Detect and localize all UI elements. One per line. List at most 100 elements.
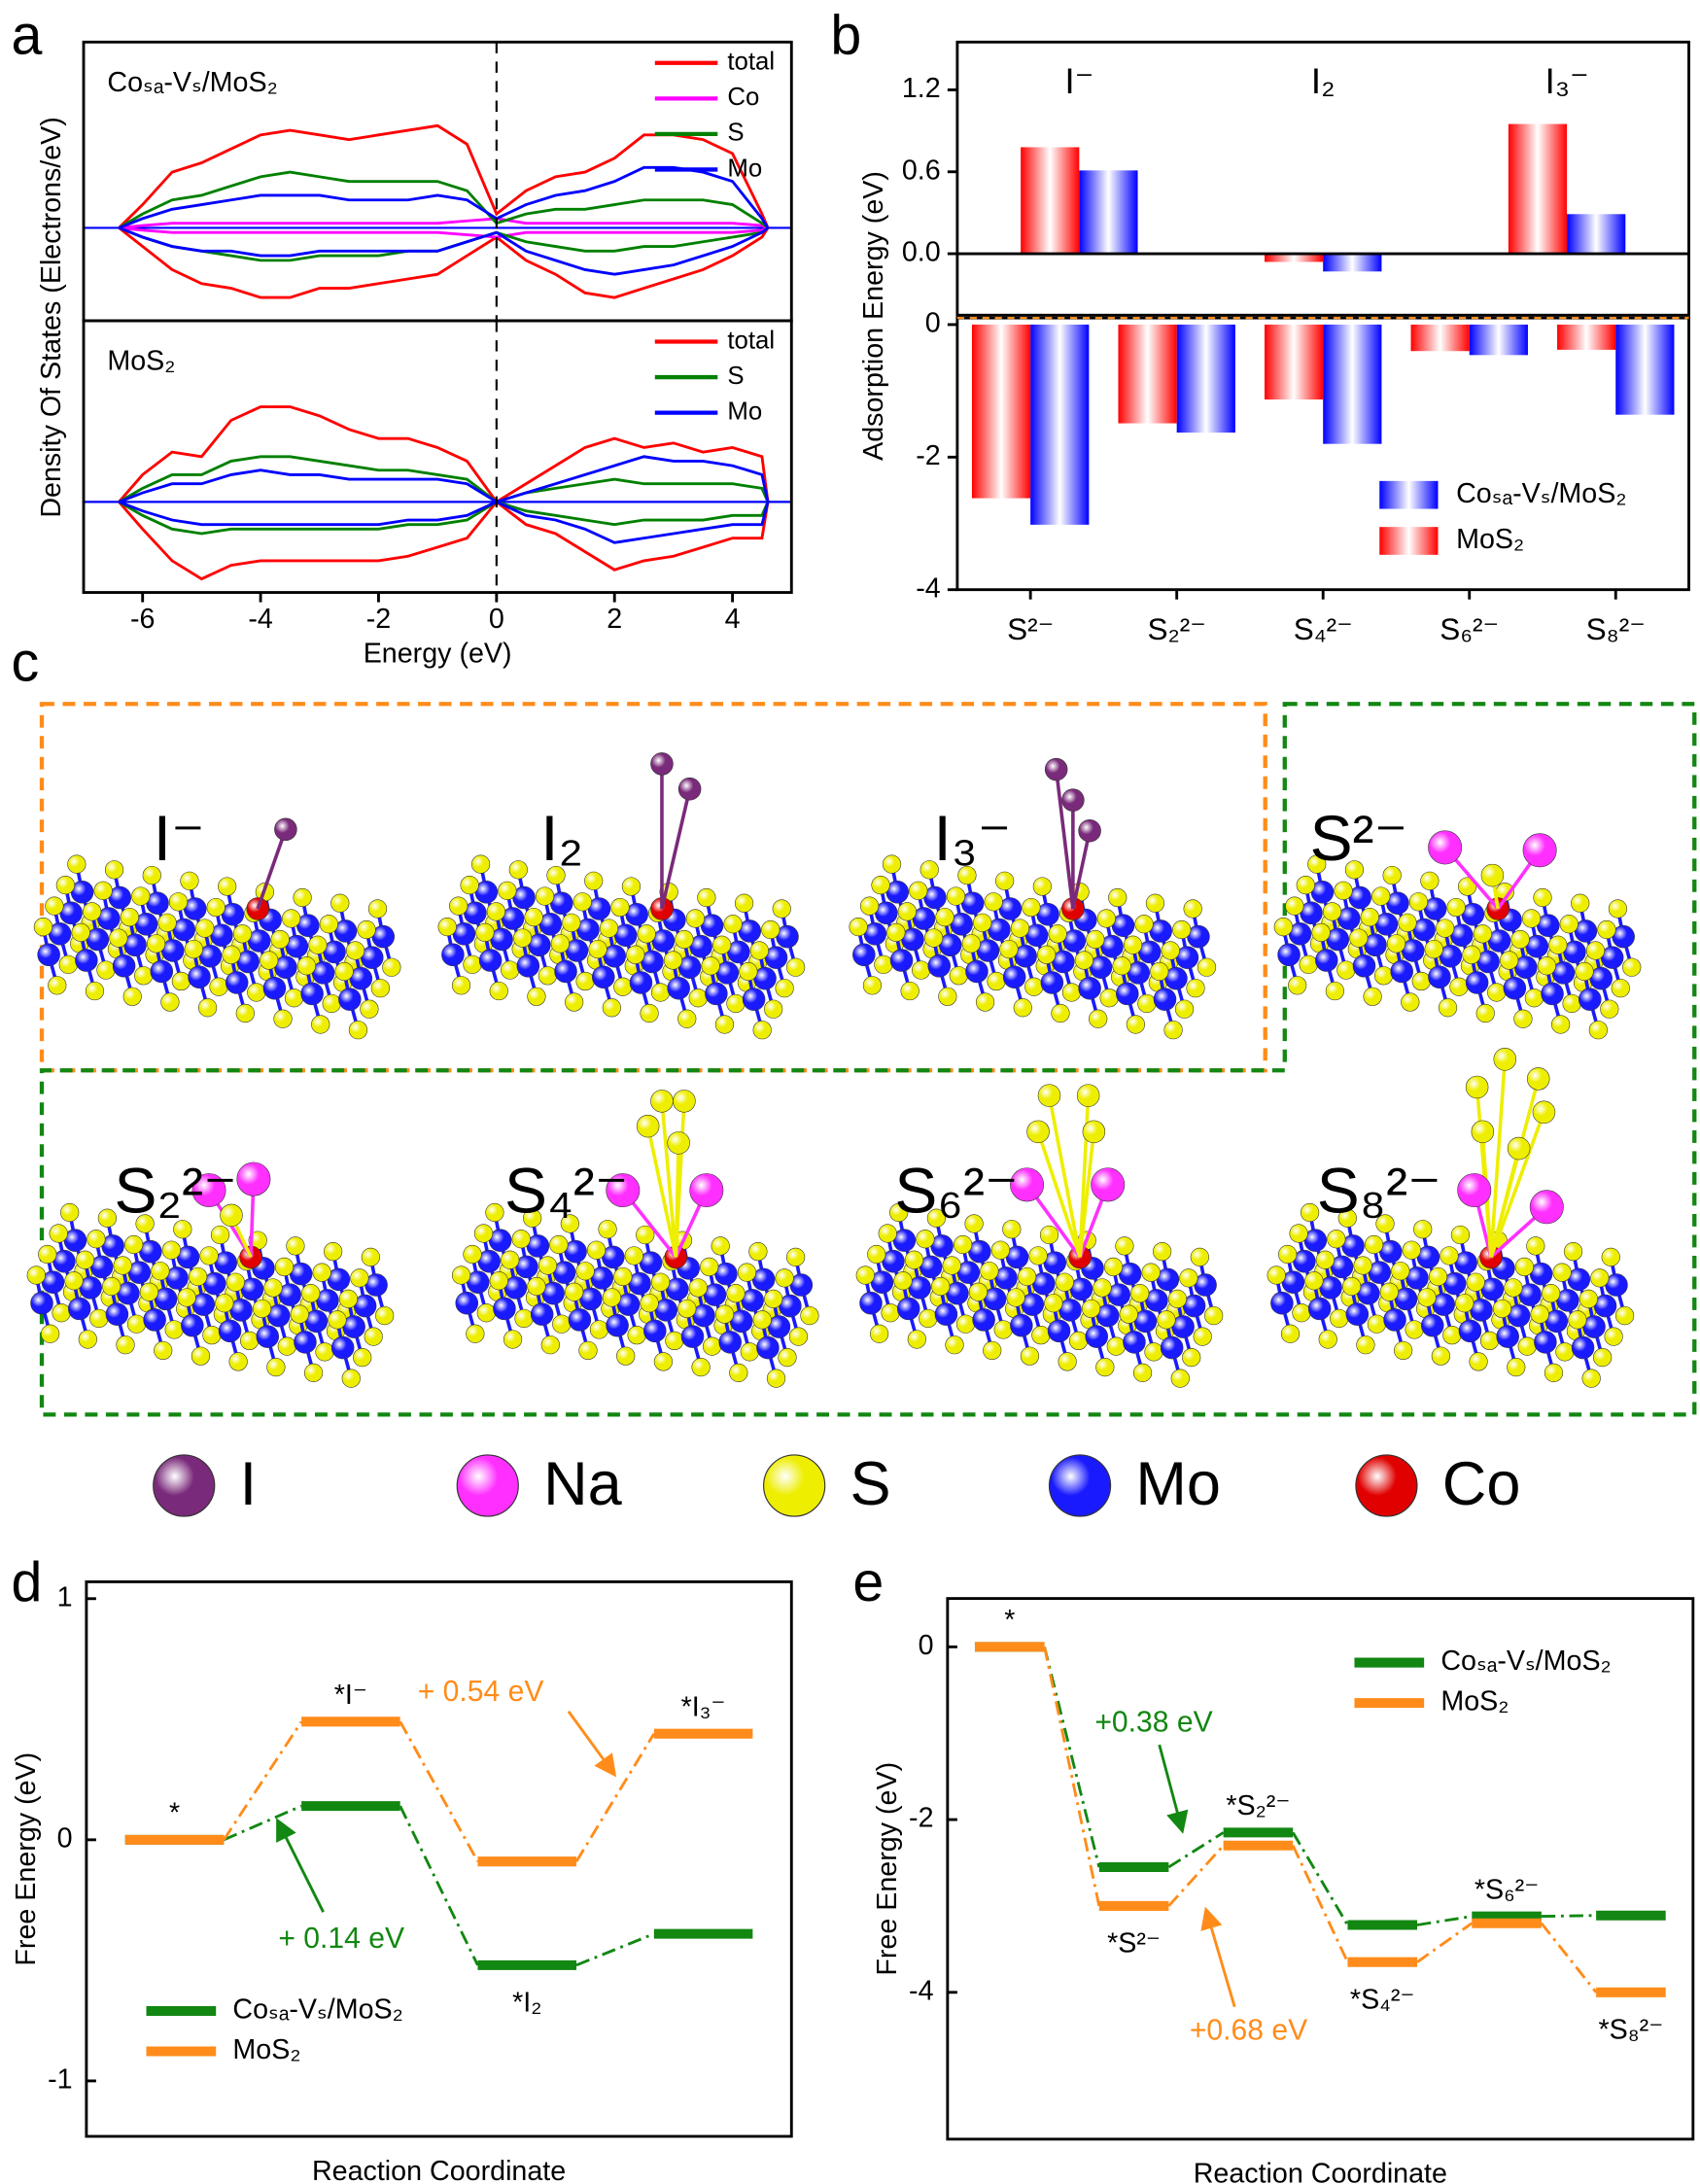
legend-label: MoS₂	[232, 2034, 300, 2065]
atom	[364, 1327, 383, 1346]
atom	[296, 956, 316, 976]
atom	[552, 1314, 572, 1334]
atom	[1517, 1336, 1537, 1356]
atom	[210, 1225, 230, 1245]
atom	[293, 887, 312, 908]
category-label: I⁻	[1064, 60, 1093, 101]
bar	[1323, 324, 1382, 444]
atom	[650, 983, 671, 1002]
atom	[1119, 1304, 1138, 1324]
bar	[1264, 254, 1324, 262]
atom	[549, 1234, 569, 1255]
atom	[240, 1331, 260, 1351]
atom	[591, 965, 615, 988]
atom	[1163, 1021, 1183, 1040]
atom	[1061, 983, 1082, 1002]
legend-label: I	[240, 1450, 258, 1518]
atom	[1465, 971, 1489, 994]
atom	[1526, 1236, 1545, 1256]
atom	[209, 977, 228, 996]
atom	[1417, 1288, 1437, 1307]
atom	[1568, 1310, 1587, 1330]
atom	[181, 1313, 204, 1337]
atom	[889, 949, 914, 972]
atom	[1141, 1263, 1161, 1282]
atom	[1363, 987, 1382, 1006]
atom	[350, 1268, 369, 1288]
atom	[460, 876, 479, 895]
bond	[1474, 1087, 1493, 1258]
structure-label: S₄²⁻	[504, 1155, 629, 1227]
y-axis-label: Density Of States (Electrons/eV)	[36, 117, 67, 517]
atom	[849, 918, 868, 937]
atom	[1058, 1352, 1077, 1371]
atom	[1296, 876, 1315, 895]
atom	[1457, 877, 1477, 896]
atom	[177, 1288, 196, 1307]
atom	[1428, 965, 1451, 988]
atom	[1078, 818, 1101, 843]
atom	[663, 951, 683, 970]
atom	[689, 1173, 724, 1208]
atom	[691, 1358, 711, 1377]
atom	[143, 1308, 166, 1332]
atom	[1013, 998, 1032, 1018]
atom	[640, 1294, 659, 1313]
legend-atom	[153, 1454, 216, 1517]
structure-label: S²⁻	[1310, 802, 1408, 874]
atom	[1532, 1100, 1556, 1125]
atom	[486, 902, 505, 921]
atom	[1099, 988, 1119, 1008]
atom	[1440, 1246, 1459, 1265]
atom	[1074, 951, 1093, 970]
atom	[102, 1276, 121, 1297]
atom	[606, 1313, 629, 1337]
connector	[399, 1720, 479, 1862]
atom	[610, 897, 630, 918]
atom	[554, 959, 577, 984]
atom	[26, 1265, 46, 1285]
atom	[1022, 897, 1041, 918]
atom	[173, 1220, 192, 1239]
x-tick-label: 0	[489, 604, 504, 635]
plot-frame	[85, 1579, 793, 2138]
atom	[1360, 907, 1379, 927]
annotation: + 0.14 eV	[278, 1923, 404, 1955]
atom	[188, 1266, 208, 1287]
connector	[1043, 1647, 1101, 1907]
atom	[1024, 977, 1044, 996]
atom	[122, 987, 142, 1006]
atom	[938, 987, 957, 1006]
atom	[677, 777, 702, 801]
atom	[67, 1297, 91, 1321]
atom	[1044, 1294, 1063, 1313]
bar	[1176, 324, 1235, 433]
atom	[330, 893, 350, 913]
atom	[1541, 1284, 1561, 1303]
atom	[1420, 1313, 1444, 1337]
atom	[1579, 1289, 1598, 1308]
atom	[675, 929, 694, 950]
panel-label: c	[11, 632, 39, 694]
atom	[1076, 1084, 1100, 1107]
atom	[508, 860, 528, 880]
level-label: *S₂²⁻	[1226, 1790, 1290, 1821]
atom	[1266, 1265, 1286, 1285]
atom	[191, 1346, 211, 1366]
category-label: S₆²⁻	[1440, 611, 1499, 646]
atom	[636, 1114, 660, 1138]
atom	[1462, 945, 1481, 964]
atom	[562, 913, 581, 932]
atom	[312, 1263, 331, 1282]
atom	[1402, 1240, 1421, 1260]
atom	[1082, 1120, 1106, 1144]
atom	[512, 928, 533, 948]
atom	[184, 939, 203, 959]
atom	[270, 929, 290, 950]
atom	[1424, 939, 1443, 959]
atom	[1132, 1363, 1153, 1382]
atom	[1300, 1202, 1320, 1223]
atom	[766, 1369, 786, 1388]
atom	[451, 976, 471, 995]
atom	[463, 1244, 482, 1265]
